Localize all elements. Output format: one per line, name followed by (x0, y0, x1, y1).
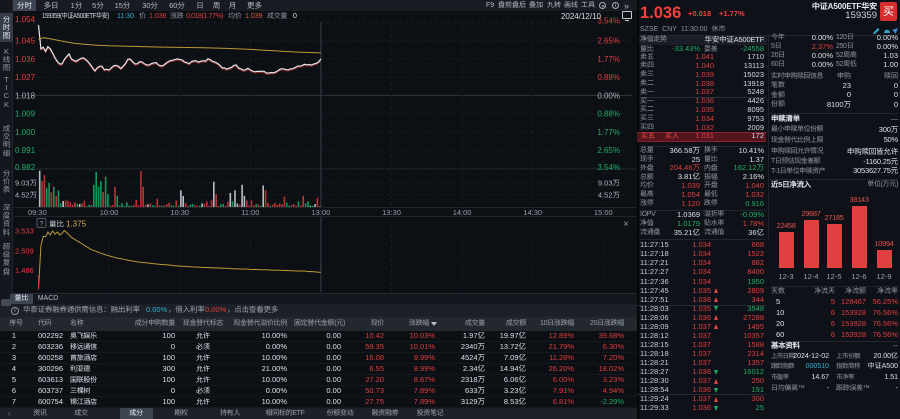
svg-text:14:30: 14:30 (523, 208, 542, 217)
svg-text:×: × (623, 219, 629, 230)
svg-text:1.045: 1.045 (15, 37, 36, 46)
svg-text:0.00%: 0.00% (597, 91, 620, 100)
svg-text:2.65%: 2.65% (597, 146, 620, 155)
svg-text:2.65%: 2.65% (597, 37, 620, 46)
svg-text:0.982: 0.982 (15, 163, 36, 172)
svg-text:15:00: 15:00 (594, 208, 613, 217)
svg-text:3.54%: 3.54% (597, 17, 620, 26)
svg-text:9.03万: 9.03万 (15, 178, 38, 187)
svg-text:14:00: 14:00 (453, 208, 472, 217)
svg-text:0.88%: 0.88% (597, 110, 620, 119)
svg-text:0.88%: 0.88% (597, 73, 620, 82)
svg-text:13:00: 13:00 (312, 208, 331, 217)
svg-text:13:30: 13:30 (382, 208, 401, 217)
svg-text:4.52万: 4.52万 (15, 191, 38, 200)
svg-text:1.77%: 1.77% (597, 55, 620, 64)
svg-text:10:00: 10:00 (100, 208, 119, 217)
svg-text:3.54%: 3.54% (597, 163, 620, 172)
svg-text:1.018: 1.018 (15, 91, 36, 100)
svg-text:1.027: 1.027 (15, 73, 36, 82)
svg-text:10:30: 10:30 (170, 208, 189, 217)
svg-text:1.77%: 1.77% (597, 128, 620, 137)
svg-text:11:00: 11:00 (241, 208, 259, 217)
svg-text:0.991: 0.991 (15, 146, 36, 155)
svg-text:2.509: 2.509 (15, 246, 34, 255)
svg-text:09:30: 09:30 (28, 208, 47, 217)
svg-text:1.009: 1.009 (15, 110, 36, 119)
svg-text:1.375: 1.375 (66, 220, 87, 229)
svg-text:1.000: 1.000 (15, 128, 36, 137)
svg-text:1.486: 1.486 (15, 266, 34, 275)
svg-text:3.533: 3.533 (15, 226, 34, 235)
svg-text:9.03万: 9.03万 (598, 178, 621, 187)
svg-text:1.036: 1.036 (15, 55, 36, 64)
svg-text:4.52万: 4.52万 (598, 191, 621, 200)
svg-text:?: ? (40, 221, 44, 228)
svg-text:1.054: 1.054 (15, 15, 36, 24)
svg-text:量比: 量比 (49, 220, 64, 229)
